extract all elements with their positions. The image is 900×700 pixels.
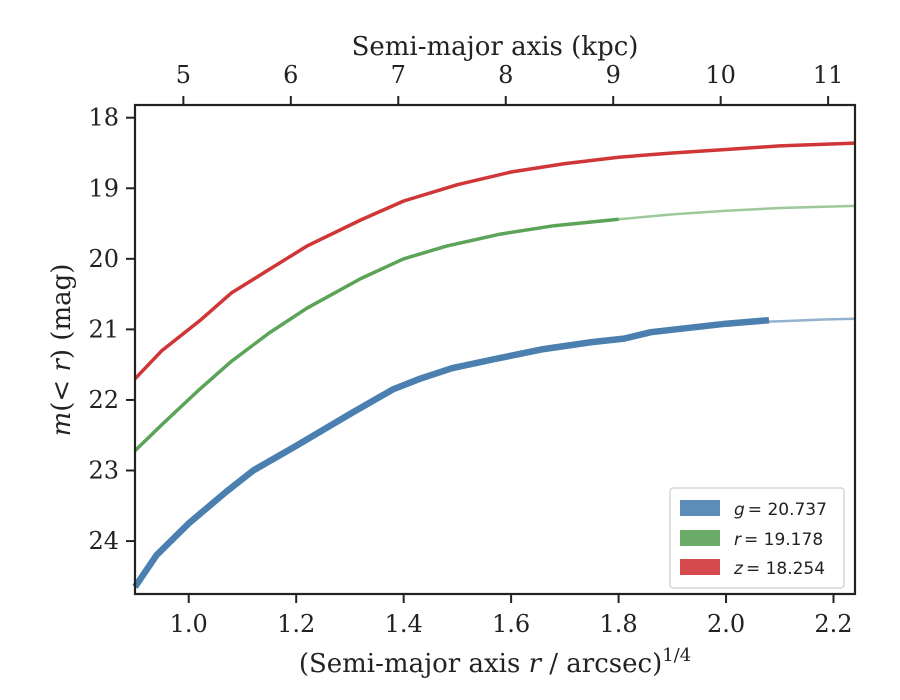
legend-label-z: z = 18.254 [733, 559, 825, 579]
x-tick-label: 1.8 [599, 610, 637, 638]
x-axis-title: (Semi-major axis r / arcsec)1/4 [299, 645, 691, 679]
series-line-g [132, 316, 770, 589]
x-tick-label: 2.0 [707, 610, 745, 638]
series-line-z [133, 141, 856, 381]
legend-swatch-r [680, 530, 720, 546]
y-tick-label: 23 [88, 457, 119, 485]
y-axis-title: m(< r) (mag) [47, 264, 77, 437]
axis-ticks: 1.0 1.2 1.4 1.6 1.8 2.0 2.2 18 19 20 21 22 23 24 5 6 7 8 9… [88, 61, 852, 638]
series-line-r [133, 217, 619, 453]
series-line-g-extension [767, 317, 857, 323]
top-tick-label: 5 [176, 61, 191, 89]
series-line-r-extension [617, 204, 857, 221]
x-tick-label: 1.4 [385, 610, 423, 638]
plot-frame [133, 103, 857, 596]
legend: g = 20.737 r = 19.178 z = 18.254 [669, 487, 845, 589]
top-tick-label: 7 [391, 61, 406, 89]
x-tick-label: 2.2 [814, 610, 852, 638]
top-tick-label: 9 [606, 61, 621, 89]
legend-label-g: g = 20.737 [734, 500, 827, 520]
top-tick-label: 10 [705, 61, 736, 89]
legend-swatch-z [680, 559, 720, 575]
x-tick-label: 1.2 [277, 610, 315, 638]
y-tick-label: 22 [88, 386, 119, 414]
top-tick-label: 8 [498, 61, 513, 89]
y-tick-label: 18 [88, 104, 119, 132]
y-tick-label: 21 [88, 315, 119, 343]
y-tick-label: 24 [88, 527, 119, 555]
top-tick-label: 11 [813, 61, 844, 89]
y-tick-label: 19 [88, 174, 119, 202]
top-axis-title: Semi-major axis (kpc) [352, 32, 639, 62]
top-tick-label: 6 [283, 61, 298, 89]
x-tick-label: 1.0 [170, 610, 208, 638]
legend-label-r: r = 19.178 [734, 530, 823, 550]
series-layer [132, 141, 857, 589]
x-tick-label: 1.6 [492, 610, 530, 638]
y-tick-label: 20 [88, 245, 119, 273]
legend-swatch-g [680, 500, 720, 516]
